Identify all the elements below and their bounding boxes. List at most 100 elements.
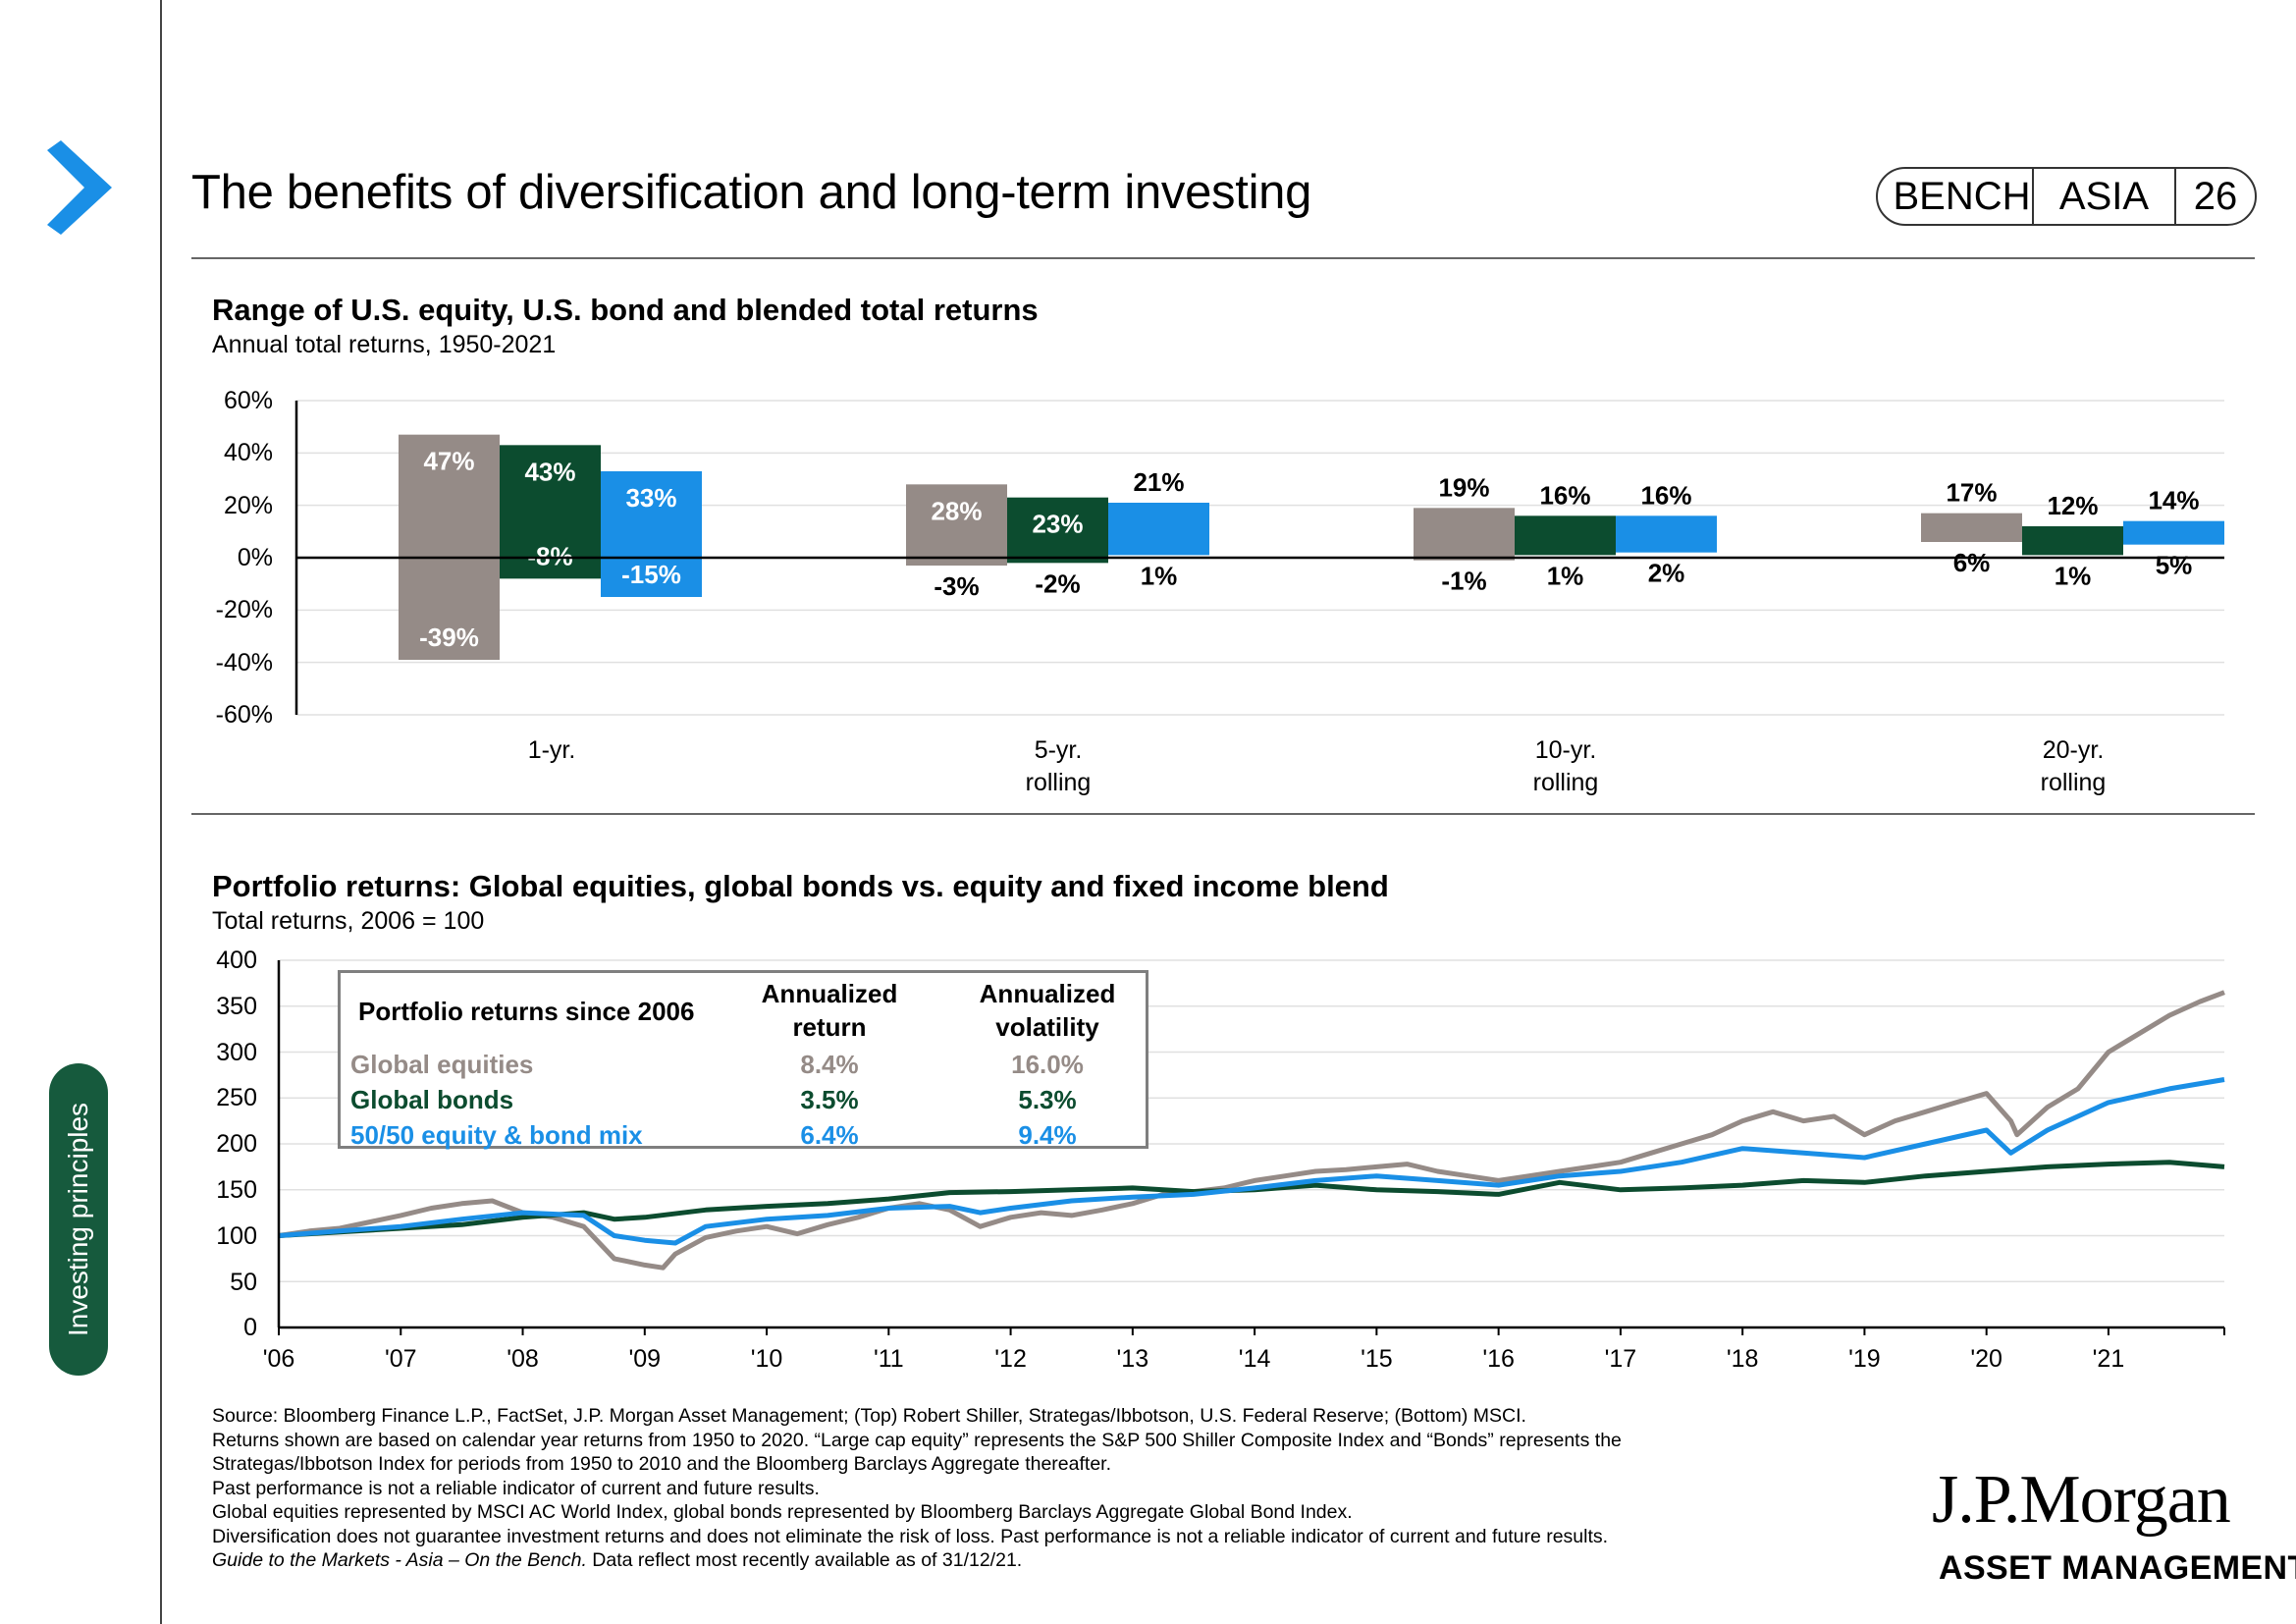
table-row-equities-volatility: 16.0% <box>1011 1050 1084 1079</box>
source-date: Data reflect most recently available as … <box>586 1549 1023 1571</box>
chart1-data-label-high: 19% <box>1438 472 1489 502</box>
badge-divider <box>2032 168 2034 225</box>
header-rule <box>191 257 2255 259</box>
source-notes: Source: Bloomberg Finance L.P., FactSet,… <box>212 1404 1881 1573</box>
chart2-x-tick: '06 <box>262 1345 295 1373</box>
chart1-y-tick: -40% <box>215 649 273 677</box>
chart2-series-line <box>278 990 2225 1271</box>
chart2-x-tick: '16 <box>1482 1345 1515 1373</box>
chart1-range-bar <box>1921 513 2022 542</box>
source-line: Returns shown are based on calendar year… <box>212 1429 1622 1451</box>
chart2-x-tick: '10 <box>750 1345 783 1373</box>
chart1-range-bar <box>601 471 702 597</box>
table-header-return: Annualized return <box>761 979 898 1042</box>
table-row-bonds-name: Global bonds <box>350 1085 514 1114</box>
chart1-data-label-low: 2% <box>1648 559 1685 588</box>
section-tab[interactable]: Investing principles <box>49 1063 108 1376</box>
chart2-title: Portfolio returns: Global equities, glob… <box>212 869 1389 903</box>
chart1-range-bar <box>906 484 1007 566</box>
chart1-data-label-low: -8% <box>527 541 572 570</box>
source-line: Past performance is not a reliable indic… <box>212 1477 820 1499</box>
chart1-x-tick: 1-yr. <box>527 736 576 764</box>
chart1-title: Range of U.S. equity, U.S. bond and blen… <box>212 293 1039 327</box>
chart1-data-label-low: -15% <box>621 560 681 589</box>
chart2-x-tick: '19 <box>1848 1345 1881 1373</box>
chart1-range-bar <box>2022 526 2123 556</box>
jpmorgan-logo-subtitle: ASSET MANAGEMENT <box>1939 1549 2296 1587</box>
chart2-plot <box>277 959 2225 1335</box>
table-row-mix-return: 6.4% <box>800 1120 859 1150</box>
chart1-data-label-high: 16% <box>1539 480 1590 510</box>
table-row-mix-volatility: 9.4% <box>1018 1120 1077 1150</box>
chart1-y-tick: -20% <box>215 596 273 623</box>
chart2-y-tick: 0 <box>243 1314 257 1341</box>
section-rule <box>191 813 2255 815</box>
chart1-range-bar <box>399 434 500 660</box>
chart1-data-label-low: 6% <box>1953 548 1991 577</box>
chart1-data-label-high: 23% <box>1032 510 1083 539</box>
chart1-range-bar <box>1108 503 1209 556</box>
badge-region: ASIA <box>2058 174 2150 218</box>
chart2-x-tick: '11 <box>873 1345 904 1373</box>
badge-bench: BENCH <box>1893 174 2031 218</box>
chart1-data-label-low: 1% <box>1547 561 1584 590</box>
chart1-range-bar <box>1007 497 1108 564</box>
chart2-y-tick: 150 <box>216 1176 257 1204</box>
chart1-data-label-low: 1% <box>1141 561 1178 590</box>
source-line: Guide to the Markets - Asia – On the Ben… <box>212 1548 1881 1573</box>
chart2-x-tick: '14 <box>1238 1345 1271 1373</box>
chart1-y-tick: 40% <box>223 439 273 466</box>
badge-divider <box>2174 168 2176 225</box>
chart2-y-tick: 100 <box>216 1222 257 1250</box>
source-line: Strategas/Ibbotson Index for periods fro… <box>212 1453 1111 1475</box>
chart1-y-tick: 20% <box>223 492 273 519</box>
chart2-x-tick: '18 <box>1726 1345 1759 1373</box>
table-row-mix-name: 50/50 equity & bond mix <box>350 1120 643 1150</box>
chart1-data-label-high: 33% <box>625 483 676 513</box>
chart2-y-tick: 300 <box>216 1039 257 1066</box>
chart2-x-tick: '07 <box>384 1345 417 1373</box>
chart1-data-label-low: 1% <box>2055 561 2092 590</box>
chart1-data-label-high: 43% <box>524 457 575 486</box>
chart1-range-bar <box>500 445 601 579</box>
chart1-y-tick: -60% <box>215 701 273 729</box>
chart1-data-label-high: 12% <box>2047 491 2098 520</box>
chart2-x-tick: '12 <box>994 1345 1027 1373</box>
source-line: Source: Bloomberg Finance L.P., FactSet,… <box>212 1405 1526 1427</box>
chart1-x-tick: 20-yr. rolling <box>2040 736 2107 796</box>
table-row-equities-name: Global equities <box>350 1050 534 1079</box>
chart2-y-tick: 200 <box>216 1130 257 1158</box>
table-header-volatility: Annualized volatility <box>979 979 1116 1042</box>
chart1-data-label-low: -39% <box>419 623 479 652</box>
page-title: The benefits of diversification and long… <box>191 166 1312 219</box>
chart2-y-tick: 350 <box>216 993 257 1020</box>
chart2-series-line <box>278 1077 2225 1246</box>
chart2-x-tick: '21 <box>2092 1345 2125 1373</box>
chart1-range-bar <box>2123 520 2224 545</box>
table-row-equities-return: 8.4% <box>800 1050 859 1079</box>
chart1-range-bar <box>1515 515 1616 556</box>
chart1-subtitle: Annual total returns, 1950-2021 <box>212 331 557 358</box>
badge-page-number: 26 <box>2193 174 2238 218</box>
chevron-right-icon[interactable] <box>43 140 116 235</box>
chart1-range-bar <box>1414 508 1515 561</box>
chart1-y-tick: 60% <box>223 387 273 414</box>
chart2-x-tick: '20 <box>1970 1345 2002 1373</box>
chart2-x-tick: '13 <box>1116 1345 1149 1373</box>
chart2-y-tick: 50 <box>230 1269 257 1296</box>
chart2-x-tick: '15 <box>1361 1345 1393 1373</box>
chart1-x-tick: 5-yr. rolling <box>1025 736 1092 796</box>
page-badge: BENCH ASIA 26 <box>1876 167 2257 226</box>
chart1-x-tick: 10-yr. rolling <box>1532 736 1599 796</box>
chart1-range-bar <box>1616 515 1717 553</box>
chart1-y-tick: 0% <box>237 544 273 571</box>
chart1-data-label-low: -2% <box>1035 568 1080 598</box>
chart1-data-label-high: 21% <box>1133 467 1184 497</box>
left-margin-rule <box>160 0 162 1624</box>
jpmorgan-logo: J.P.Morgan <box>1932 1462 2231 1538</box>
table-row-bonds-return: 3.5% <box>800 1085 859 1114</box>
chart1-data-label-high: 47% <box>423 447 474 476</box>
chart2-y-tick: 250 <box>216 1084 257 1111</box>
chart1-data-label-low: -1% <box>1441 567 1486 596</box>
chart1-data-label-high: 17% <box>1946 478 1997 508</box>
